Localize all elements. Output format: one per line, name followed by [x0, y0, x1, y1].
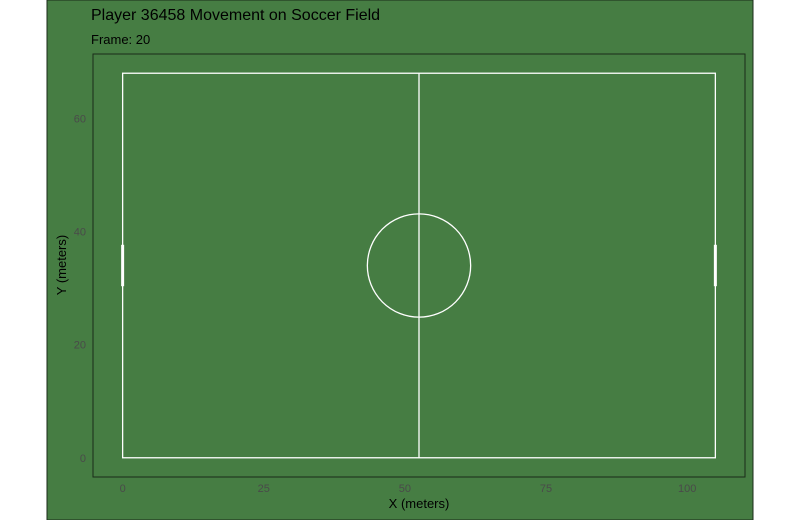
y-tick-label: 20	[74, 340, 86, 352]
y-tick-label: 60	[74, 113, 86, 125]
x-tick-label: 25	[258, 483, 270, 495]
y-axis-label: Y (meters)	[54, 235, 69, 295]
x-tick-label: 75	[540, 483, 552, 495]
x-tick-label: 100	[678, 483, 696, 495]
x-tick-label: 50	[399, 483, 411, 495]
y-axis-ticks: 0 20 40 60	[74, 113, 86, 464]
y-tick-label: 0	[80, 453, 86, 465]
center-circle	[366, 213, 472, 318]
x-axis-ticks: 0 25 50 75 100	[120, 483, 697, 495]
x-tick-label: 0	[120, 483, 126, 495]
chart-title: Player 36458 Movement on Soccer Field	[91, 7, 380, 24]
x-axis-label: X (meters)	[389, 496, 450, 511]
chart-subtitle: Frame: 20	[91, 32, 150, 47]
soccer-field	[121, 72, 717, 459]
y-tick-label: 40	[74, 227, 86, 239]
